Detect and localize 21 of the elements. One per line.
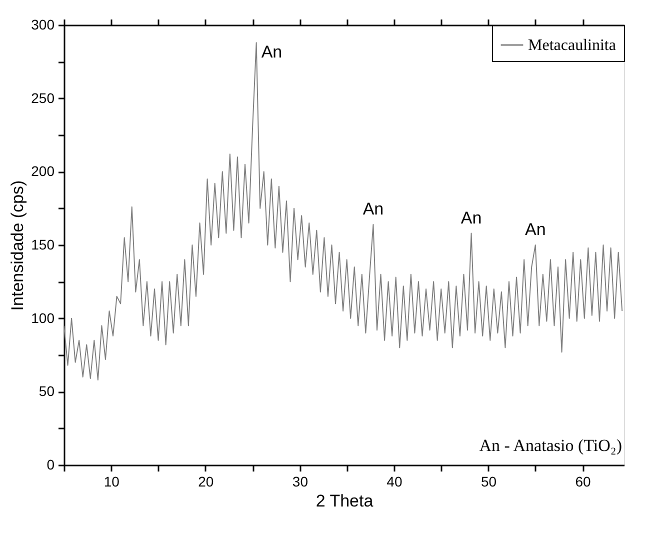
annotation: An xyxy=(524,220,546,239)
x-tick-label: 20 xyxy=(198,474,214,490)
annotation: An xyxy=(460,208,482,228)
y-tick-label: 0 xyxy=(46,456,55,472)
y-tick-label: 100 xyxy=(31,310,55,326)
annotation: An - Anatasio (TiO₂) xyxy=(479,436,622,455)
y-tick-label: 300 xyxy=(31,16,55,32)
y-tick-label: 200 xyxy=(31,163,55,180)
x-tick-label: 10 xyxy=(104,474,120,490)
annotation: An xyxy=(261,42,282,62)
x-axis-title: 2 Theta xyxy=(316,492,374,510)
y-axis-title: Intensidade (cps) xyxy=(8,180,28,311)
x-tick-label: 60 xyxy=(575,474,592,490)
x-tick-label: 30 xyxy=(292,474,308,490)
annotation: An xyxy=(362,199,384,218)
x-tick-label: 50 xyxy=(480,474,497,490)
y-tick-label: 150 xyxy=(31,236,55,252)
y-tick-label: 50 xyxy=(38,383,55,400)
legend-label: Metacaulinita xyxy=(528,37,616,54)
x-tick-label: 40 xyxy=(386,474,402,490)
y-tick-label: 250 xyxy=(31,90,55,106)
